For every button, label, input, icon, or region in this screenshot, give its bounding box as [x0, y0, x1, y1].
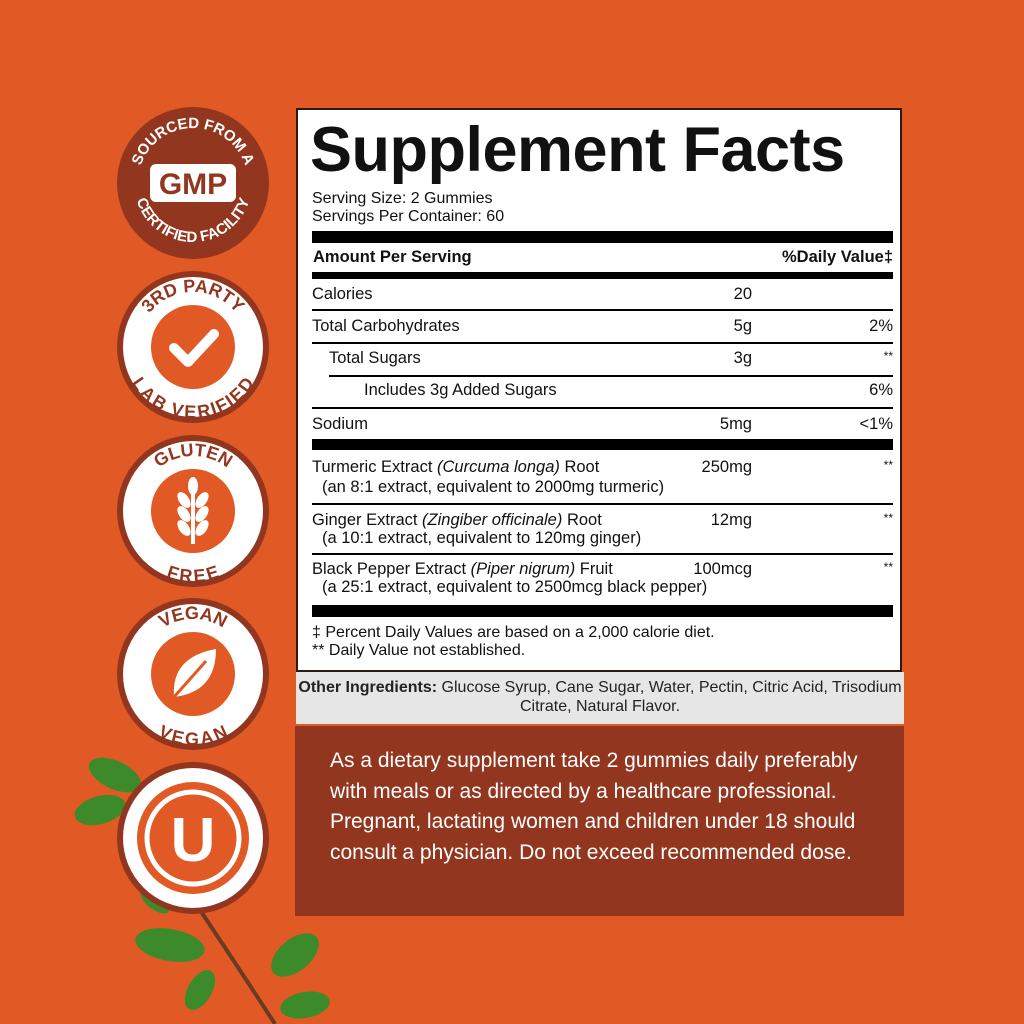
row-note: (a 25:1 extract, equivalent to 2500mcg b…	[322, 578, 708, 596]
row-note: (an 8:1 extract, equivalent to 2000mg tu…	[322, 478, 665, 496]
other-ingredients-label: Other Ingredients:	[298, 679, 438, 696]
row-amount: 20	[733, 285, 752, 303]
gluten-free-badge: GLUTEN FREE	[117, 435, 269, 587]
serving-size: Serving Size: 2 Gummies	[312, 190, 493, 207]
kosher-u-icon: U	[171, 806, 216, 875]
row-dv: **	[883, 560, 893, 574]
row-dv: **	[883, 511, 893, 525]
row-amount: 12mg	[710, 511, 752, 529]
row-amount: 100mcg	[693, 560, 752, 578]
kosher-badge: U	[117, 762, 269, 914]
servings-per-container: Servings Per Container: 60	[312, 208, 505, 225]
row-dv: <1%	[859, 415, 893, 433]
divider	[312, 503, 893, 505]
leaf-icon	[172, 649, 216, 698]
row-name: Calories	[312, 285, 373, 303]
row-name: Turmeric Extract (Curcuma longa) Root	[312, 458, 600, 476]
header-amount: Amount Per Serving	[313, 248, 472, 266]
divider	[312, 407, 893, 409]
divider	[312, 342, 893, 344]
divider	[312, 553, 893, 555]
checkmark-icon	[169, 329, 219, 367]
row-name: Includes 3g Added Sugars	[364, 381, 557, 399]
gmp-certified-badge: SOURCED FROM A CERTIFIED FACILITY GMP	[117, 107, 269, 259]
other-ingredients: Other Ingredients: Glucose Syrup, Cane S…	[296, 672, 904, 724]
row-dv: **	[883, 349, 893, 363]
row-note: (a 10:1 extract, equivalent to 120mg gin…	[322, 529, 642, 547]
row-name: Sodium	[312, 415, 368, 433]
divider	[312, 231, 893, 243]
row-name: Ginger Extract (Zingiber officinale) Roo…	[312, 511, 602, 529]
other-ingredients-text: Glucose Syrup, Cane Sugar, Water, Pectin…	[437, 679, 902, 715]
row-name: Black Pepper Extract (Piper nigrum) Frui…	[312, 560, 613, 578]
third-party-lab-verified-badge: 3RD PARTY LAB VERIFIED	[117, 271, 269, 423]
wheat-icon	[177, 477, 209, 544]
row-amount: 250mg	[701, 458, 752, 476]
directions-text: As a dietary supplement take 2 gummies d…	[295, 726, 904, 916]
row-amount: 5mg	[719, 415, 752, 433]
row-name: Total Carbohydrates	[312, 317, 460, 335]
supplement-facts-panel: Supplement Facts Serving Size: 2 Gummies…	[296, 108, 902, 672]
row-amount: 3g	[733, 349, 752, 367]
row-amount: 5g	[733, 317, 752, 335]
divider	[312, 439, 893, 450]
vegan-badge: VEGAN VEGAN	[117, 598, 269, 750]
footnote-not-established: ** Daily Value not established.	[312, 642, 526, 659]
row-dv: **	[883, 458, 893, 472]
facts-title: Supplement Facts	[310, 115, 845, 185]
divider	[312, 272, 893, 279]
gmp-text: GMP	[159, 168, 227, 201]
divider	[312, 605, 893, 617]
header-daily-value: %Daily Value‡	[782, 248, 893, 266]
row-dv: 2%	[869, 317, 893, 335]
divider	[329, 375, 893, 377]
row-dv: 6%	[869, 381, 893, 399]
divider	[312, 309, 893, 311]
row-name: Total Sugars	[329, 349, 421, 367]
footnote-daily-values: ‡ Percent Daily Values are based on a 2,…	[312, 624, 715, 641]
